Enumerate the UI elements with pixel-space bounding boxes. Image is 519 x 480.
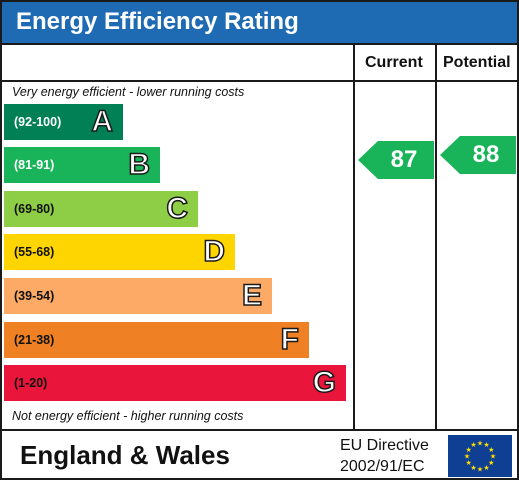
band-g: (1-20) G [4,365,346,401]
band-f-range: (21-38) [14,333,55,347]
band-e: (39-54) E [4,278,272,314]
directive-line-2: 2002/91/EC [340,458,425,475]
note-inefficient: Not energy efficient - higher running co… [12,409,244,423]
band-d: (55-68) D [4,234,235,270]
current-rating-arrow: 87 [358,141,434,179]
eu-star-icon: ★ [464,453,470,461]
band-e-range: (39-54) [14,289,55,303]
eu-star-icon: ★ [477,440,483,448]
header-potential: Potential [443,54,511,71]
eu-star-icon: ★ [488,459,494,467]
eu-star-icon: ★ [483,464,489,472]
band-a-letter: A [91,104,114,139]
eu-star-icon: ★ [490,453,496,461]
divider-footer [2,429,517,431]
band-e-letter: E [241,278,263,313]
band-a-range: (92-100) [14,115,62,129]
divider-title [2,43,517,45]
chart-title: Energy Efficiency Rating [16,8,299,35]
band-b: (81-91) B [4,147,160,183]
eu-star-icon: ★ [470,464,476,472]
eu-flag-icon: ★ ★ ★ ★ ★ ★ ★ ★ ★ ★ ★ ★ [448,435,512,477]
band-c-letter: C [166,191,189,226]
band-b-range: (81-91) [14,158,55,172]
band-b-letter: B [128,147,151,182]
band-f-letter: F [280,322,300,357]
eu-directive: EU Directive 2002/91/EC [340,435,429,477]
eu-star-icon: ★ [466,459,472,467]
header-current: Current [365,54,423,71]
band-d-range: (55-68) [14,245,55,259]
potential-rating-arrow: 88 [440,136,516,174]
band-g-range: (1-20) [14,376,48,390]
current-rating-value: 87 [390,146,418,173]
note-efficient: Very energy efficient - lower running co… [12,85,245,99]
eu-stars: ★ ★★★★★★★★★★★ [464,440,496,474]
eu-star-icon: ★ [477,466,483,474]
divider-current [353,43,355,431]
band-c: (69-80) C [4,191,198,227]
directive-line-1: EU Directive [340,437,429,454]
band-a: (92-100) A [4,104,123,140]
eu-star-icon: ★ [466,446,472,454]
eu-star-icon: ★ [488,446,494,454]
region-label: England & Wales [20,440,230,470]
band-c-range: (69-80) [14,202,55,216]
eu-star-icon: ★ [483,441,489,449]
band-g-letter: G [312,365,337,400]
band-d-letter: D [203,234,226,269]
potential-rating-value: 88 [472,141,500,168]
divider-header [2,80,517,82]
title-bar: Energy Efficiency Rating [2,2,517,43]
eu-star-icon: ★ [470,441,476,449]
band-f: (21-38) F [4,322,309,358]
divider-potential [435,43,437,431]
